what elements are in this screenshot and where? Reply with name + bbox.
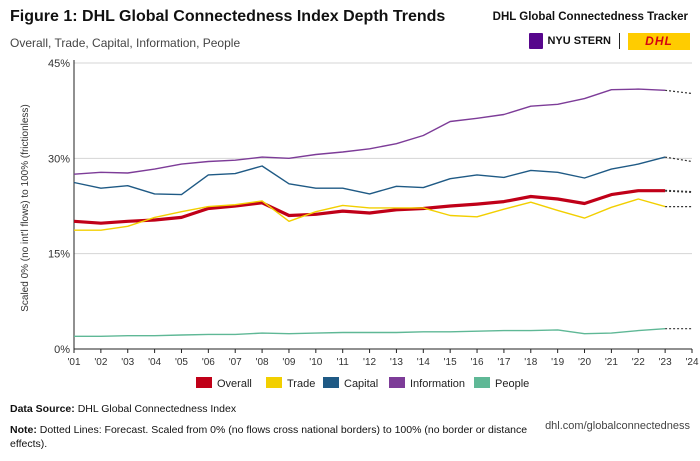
- x-tick-label: '13: [390, 357, 403, 368]
- legend-label-information: Information: [410, 378, 465, 390]
- nyu-stern-label: NYU STERN: [547, 35, 611, 47]
- x-tick-label: '19: [551, 357, 564, 368]
- legend-swatch-people: [474, 377, 490, 388]
- x-tick-label: '22: [632, 357, 645, 368]
- data-source: Data Source: DHL Global Connectedness In…: [10, 403, 236, 415]
- note-label: Note:: [10, 424, 37, 436]
- y-axis-label: Scaled 0% (no int'l flows) to 100% (fric…: [20, 104, 31, 312]
- line-chart: 0% 15% 30% 45% '01 '02 '03 '04 '05 '06 '07 '08 '09 '1…: [20, 58, 699, 390]
- x-tick-label: '12: [363, 357, 376, 368]
- source-url[interactable]: dhl.com/globalconnectedness: [545, 420, 690, 432]
- chart-series: [73, 88, 693, 337]
- x-tick-label: '02: [94, 357, 107, 368]
- legend-label-capital: Capital: [344, 378, 378, 390]
- x-tick-label: '20: [578, 357, 591, 368]
- series-forecast-capital: [665, 156, 693, 163]
- series-line-capital: [73, 156, 666, 196]
- x-tick-label: '09: [282, 357, 295, 368]
- x-tick-label: '07: [229, 357, 242, 368]
- dhl-logo: DHL: [628, 32, 690, 50]
- x-tick-label: '03: [121, 357, 134, 368]
- x-tick-label: '14: [417, 357, 430, 368]
- x-tick-label: '21: [605, 357, 618, 368]
- legend-swatch-information: [389, 377, 405, 388]
- x-tick-label: '08: [256, 357, 269, 368]
- legend-swatch-trade: [266, 377, 282, 388]
- series-line-information: [73, 88, 666, 175]
- series-line-overall: [73, 189, 666, 225]
- logo-divider: [619, 33, 620, 49]
- chart-legend: Overall Trade Capital Information People: [196, 377, 529, 390]
- source-text: DHL Global Connectedness Index: [74, 403, 237, 415]
- x-tick-label: '24: [685, 357, 698, 368]
- chart-subtitle: Overall, Trade, Capital, Information, Pe…: [10, 36, 241, 50]
- series-forecast-information: [665, 89, 693, 95]
- chart-grid: [74, 62, 692, 255]
- x-tick-label: '16: [471, 357, 484, 368]
- series-line-people: [74, 328, 666, 337]
- note-text: Dotted Lines: Forecast. Scaled from 0% (…: [10, 424, 528, 450]
- y-tick-label: 15%: [48, 249, 70, 261]
- legend-label-overall: Overall: [217, 378, 252, 390]
- x-tick-label: '10: [309, 357, 322, 368]
- chart-axes: 0% 15% 30% 45% '01 '02 '03 '04 '05 '06 '07 '08 '09 '1…: [48, 58, 699, 368]
- nyu-stern-logo: NYU STERN: [529, 33, 611, 49]
- legend-label-people: People: [495, 378, 529, 390]
- chart-note: Note: Dotted Lines: Forecast. Scaled fro…: [10, 423, 540, 451]
- chart-title: Figure 1: DHL Global Connectedness Index…: [10, 8, 446, 25]
- legend-swatch-overall: [196, 377, 212, 388]
- x-tick-label: '23: [659, 357, 672, 368]
- legend-swatch-capital: [323, 377, 339, 388]
- x-tick-label: '04: [148, 357, 161, 368]
- x-tick-label: '18: [524, 357, 537, 368]
- logo-bar: NYU STERN DHL: [529, 30, 690, 52]
- y-tick-label: 30%: [48, 153, 70, 165]
- series-forecast-overall: [665, 189, 693, 193]
- y-tick-label: 45%: [48, 58, 70, 70]
- x-tick-label: '05: [175, 357, 188, 368]
- series-line-trade: [74, 198, 666, 231]
- tracker-label: DHL Global Connectedness Tracker: [492, 11, 688, 23]
- legend-label-trade: Trade: [287, 378, 315, 390]
- x-tick-label: '17: [497, 357, 510, 368]
- x-tick-label: '06: [202, 357, 215, 368]
- x-tick-label: '01: [67, 357, 80, 368]
- y-tick-label: 0%: [54, 344, 70, 356]
- x-tick-label: '11: [337, 357, 350, 368]
- x-tick-label: '15: [444, 357, 457, 368]
- nyu-torch-icon: [529, 33, 544, 49]
- source-label: Data Source:: [10, 403, 75, 415]
